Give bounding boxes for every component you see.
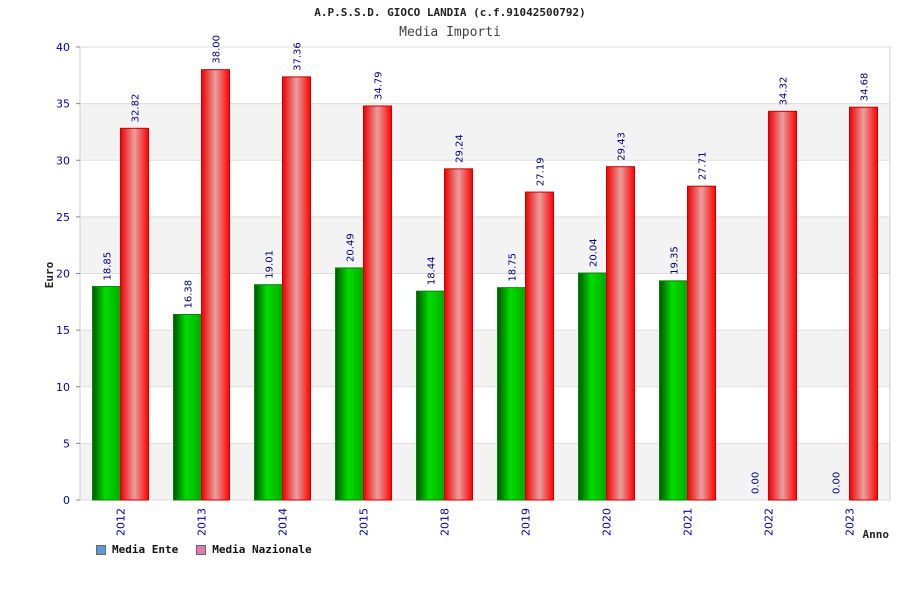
y-tick-label: 0 xyxy=(63,494,70,507)
bar-media-nazionale xyxy=(201,69,230,501)
bar-value-label: 32.82 xyxy=(131,94,142,123)
bar-media-nazionale xyxy=(282,76,311,501)
legend-item-media-ente: Media Ente xyxy=(96,543,178,556)
x-tick-label: 2012 xyxy=(115,508,128,536)
bar-media-nazionale xyxy=(363,105,392,501)
legend: Media Ente Media Nazionale xyxy=(96,543,312,556)
chart-subtitle: Media Importi xyxy=(399,25,501,40)
bar-media-nazionale xyxy=(687,185,716,501)
bar-value-label: 0.00 xyxy=(751,472,762,494)
y-tick-label: 10 xyxy=(56,381,70,394)
bar-value-label: 34.68 xyxy=(860,73,871,102)
bar-value-label: 20.49 xyxy=(346,233,357,262)
x-tick-label: 2013 xyxy=(196,508,209,536)
bars: 18.85 32.82 16.38 38.00 19.01 37.36 20.49 34.79… xyxy=(92,35,878,501)
y-tick-label: 15 xyxy=(56,324,70,337)
y-tick-label: 25 xyxy=(56,211,70,224)
y-tick-label: 5 xyxy=(63,437,70,450)
bar-value-label: 18.85 xyxy=(103,252,114,281)
x-tick-label: 2018 xyxy=(439,508,452,536)
bar-value-label: 18.75 xyxy=(508,253,519,282)
bar-value-label: 18.44 xyxy=(427,257,438,286)
bar-value-label: 19.35 xyxy=(670,246,681,275)
y-tick-label: 35 xyxy=(56,98,70,111)
x-tick-label: 2022 xyxy=(763,508,776,536)
bar-media-nazionale xyxy=(849,106,878,501)
bar-value-label: 27.71 xyxy=(698,152,709,181)
bar-media-nazionale xyxy=(606,166,635,501)
bar-value-label: 29.24 xyxy=(455,134,466,163)
y-tick-label: 20 xyxy=(56,268,70,281)
bar-value-label: 34.32 xyxy=(779,77,790,106)
bar-media-nazionale xyxy=(768,110,797,501)
y-axis-label: Euro xyxy=(43,261,56,288)
legend-swatch xyxy=(196,544,207,555)
axis-ticks: 0 5 10 15 20 25 30 35 40 2012 2013 2014 2015 2018 2019… xyxy=(56,41,857,536)
bar-media-ente xyxy=(659,280,688,501)
bar-media-ente xyxy=(416,290,445,501)
bar-value-label: 37.36 xyxy=(293,42,304,71)
bar-value-label: 16.38 xyxy=(184,280,195,309)
bar-media-ente xyxy=(254,284,283,501)
bar-value-label: 27.19 xyxy=(536,157,547,186)
bar-value-label: 20.04 xyxy=(589,238,600,267)
y-tick-label: 30 xyxy=(56,154,70,167)
bar-media-ente xyxy=(173,313,202,501)
x-tick-label: 2014 xyxy=(277,508,290,536)
x-tick-label: 2020 xyxy=(601,508,614,536)
bar-media-nazionale xyxy=(444,168,473,501)
legend-label: Media Ente xyxy=(112,543,179,556)
legend-item-media-nazionale: Media Nazionale xyxy=(196,543,312,556)
bar-value-label: 0.00 xyxy=(832,472,843,494)
x-tick-label: 2021 xyxy=(682,508,695,536)
bar-media-ente xyxy=(578,272,607,501)
legend-label: Media Nazionale xyxy=(212,543,312,556)
x-tick-label: 2019 xyxy=(520,508,533,536)
bar-media-ente xyxy=(497,287,526,501)
x-tick-label: 2015 xyxy=(358,508,371,536)
y-tick-label: 40 xyxy=(56,41,70,54)
legend-swatch xyxy=(96,544,106,555)
x-tick-label: 2023 xyxy=(844,508,857,536)
x-axis-label: Anno xyxy=(863,528,890,541)
bar-value-label: 19.01 xyxy=(265,250,276,279)
bar-media-nazionale xyxy=(120,127,149,501)
chart-title: A.P.S.S.D. GIOCO LANDIA (c.f.91042500792… xyxy=(314,6,586,19)
bar-value-label: 34.79 xyxy=(374,71,385,100)
bar-media-ente xyxy=(92,286,121,501)
bar-media-ente xyxy=(335,267,364,501)
bar-value-label: 29.43 xyxy=(617,132,628,161)
bar-value-label: 38.00 xyxy=(212,35,223,64)
bar-media-nazionale xyxy=(525,191,554,501)
